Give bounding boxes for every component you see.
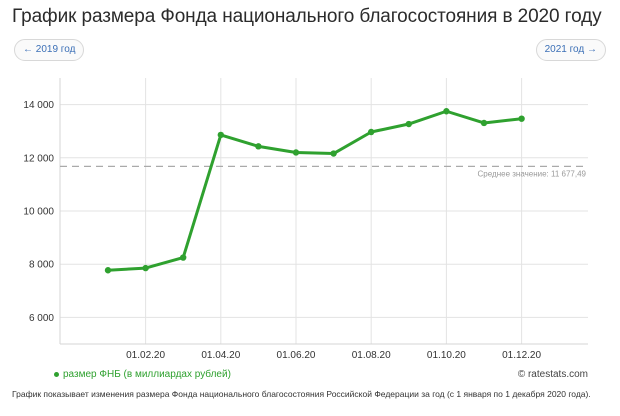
data-point bbox=[255, 143, 262, 150]
x-tick-label: 01.06.20 bbox=[277, 350, 316, 361]
x-tick-label: 01.10.20 bbox=[427, 350, 466, 361]
x-tick-label: 01.12.20 bbox=[502, 350, 541, 361]
data-point bbox=[480, 119, 488, 127]
data-point bbox=[104, 267, 112, 274]
data-point bbox=[518, 115, 525, 122]
chart-caption: График показывает изменения размера Фонд… bbox=[12, 389, 591, 399]
y-tick-label: 6 000 bbox=[29, 313, 54, 324]
y-tick-label: 14 000 bbox=[23, 100, 54, 111]
data-point bbox=[292, 149, 300, 156]
series-line bbox=[106, 109, 524, 272]
data-point bbox=[330, 150, 337, 157]
average-label: Среднее значение: 11 677,49 bbox=[478, 169, 587, 178]
data-point bbox=[368, 128, 375, 136]
page-title: График размера Фонда национального благо… bbox=[12, 6, 602, 27]
prev-year-button[interactable]: ← 2019 год bbox=[14, 39, 85, 61]
y-tick-label: 10 000 bbox=[23, 207, 54, 218]
x-tick-label: 01.04.20 bbox=[201, 350, 240, 361]
y-tick-label: 12 000 bbox=[23, 153, 54, 164]
data-point bbox=[443, 108, 450, 115]
source-credit: © ratestats.com bbox=[517, 369, 588, 380]
data-point bbox=[142, 264, 149, 272]
x-tick-label: 01.02.20 bbox=[126, 350, 165, 361]
y-tick-label: 8 000 bbox=[29, 260, 54, 271]
data-point bbox=[217, 131, 224, 139]
data-point bbox=[405, 120, 412, 128]
data-point bbox=[180, 254, 187, 261]
next-year-button[interactable]: 2021 год → bbox=[535, 39, 606, 61]
legend-label: размер ФНБ (в миллиардах рублей) bbox=[63, 369, 231, 380]
x-tick-label: 01.08.20 bbox=[352, 350, 391, 361]
legend-dot bbox=[54, 371, 59, 377]
legend: размер ФНБ (в миллиардах рублей) bbox=[54, 369, 231, 380]
